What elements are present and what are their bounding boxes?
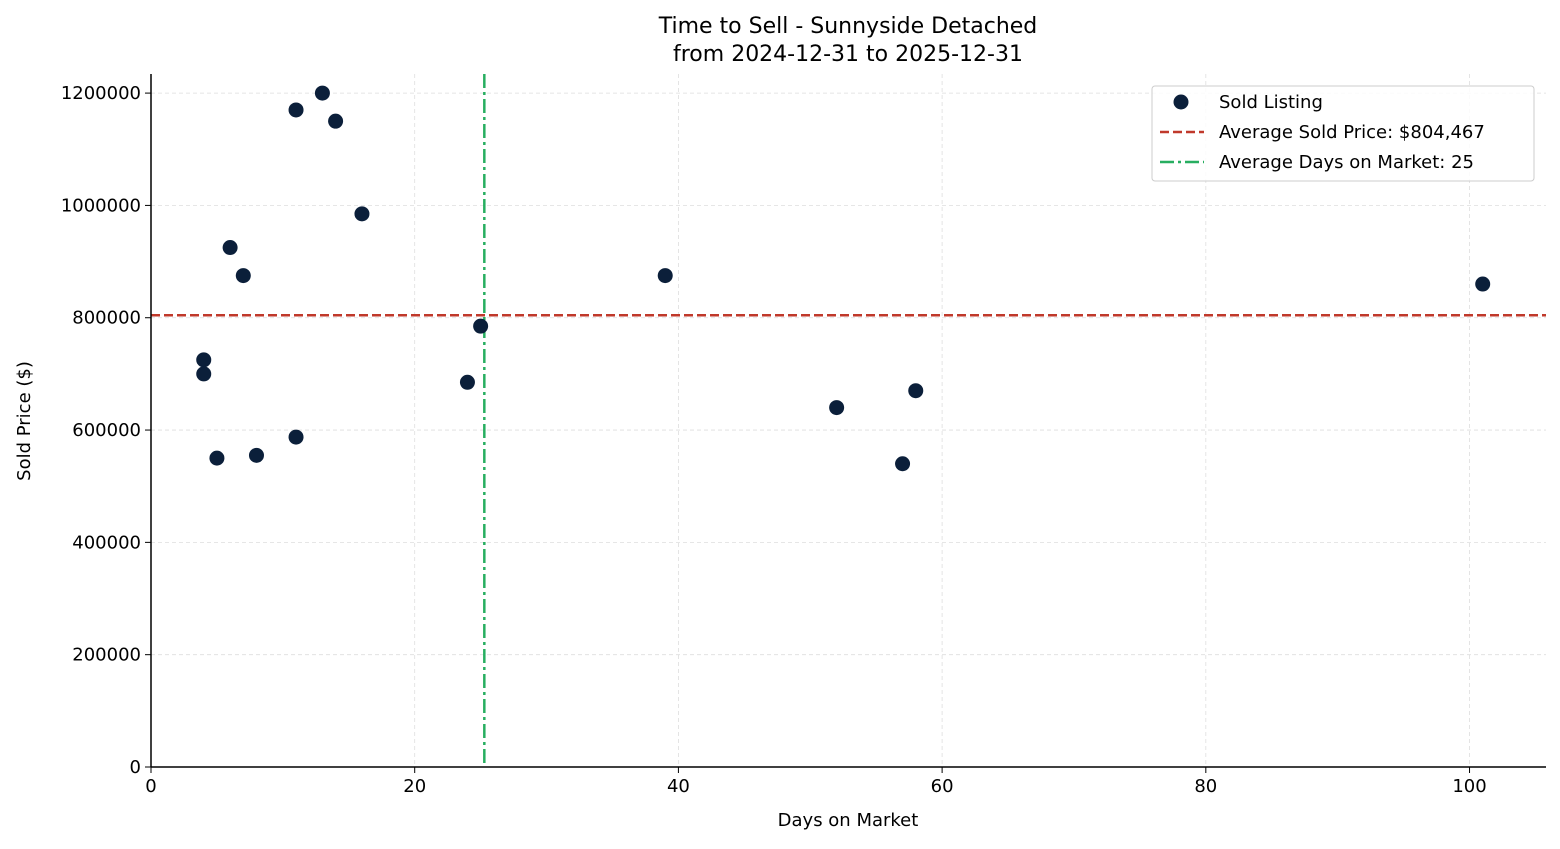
data-point: [196, 366, 212, 382]
y-tick-label: 800000: [72, 308, 141, 329]
legend-label-avg-days: Average Days on Market: 25: [1219, 152, 1474, 173]
chart-title: Time to Sell - Sunnyside Detached: [658, 14, 1038, 39]
reference-lines: [151, 74, 1546, 767]
data-point: [829, 400, 845, 416]
y-tick-label: 400000: [72, 532, 141, 553]
data-point: [209, 450, 225, 466]
data-point: [314, 85, 330, 101]
y-tick-label: 0: [130, 757, 141, 778]
data-points: [196, 85, 1491, 472]
legend-label-sold: Sold Listing: [1219, 92, 1323, 113]
data-point: [288, 429, 304, 445]
data-point: [459, 374, 475, 390]
y-tick-label: 600000: [72, 420, 141, 441]
chart-subtitle: from 2024-12-31 to 2025-12-31: [673, 42, 1023, 67]
data-point: [1475, 276, 1491, 292]
x-tick-label: 0: [145, 776, 156, 797]
data-point: [354, 206, 370, 222]
data-point: [222, 240, 238, 256]
y-tick-label: 200000: [72, 645, 141, 666]
x-tick-label: 20: [403, 776, 426, 797]
x-tick-label: 60: [931, 776, 954, 797]
y-axis-label: Sold Price ($): [14, 361, 35, 481]
legend: Sold Listing Average Sold Price: $804,46…: [1151, 85, 1535, 182]
data-point: [288, 102, 304, 118]
data-point: [895, 456, 911, 472]
data-point: [657, 268, 673, 284]
data-point: [248, 447, 264, 463]
legend-box: [1151, 85, 1535, 182]
x-tick-label: 80: [1194, 776, 1217, 797]
data-point: [235, 268, 251, 284]
y-tick-label: 1200000: [61, 83, 141, 104]
data-point: [328, 113, 344, 129]
x-tick-label: 100: [1452, 776, 1486, 797]
x-axis-label: Days on Market: [778, 810, 919, 831]
data-point: [908, 383, 924, 399]
axes: 0 20 40 60 80 100 0 200000 400000 600000 800000 100…: [61, 74, 1546, 797]
data-point: [473, 318, 489, 334]
y-tick-label: 1000000: [61, 195, 141, 216]
legend-marker-sold: [1173, 94, 1189, 110]
x-tick-label: 40: [667, 776, 690, 797]
data-point: [196, 352, 212, 368]
legend-label-avg-price: Average Sold Price: $804,467: [1219, 122, 1485, 143]
